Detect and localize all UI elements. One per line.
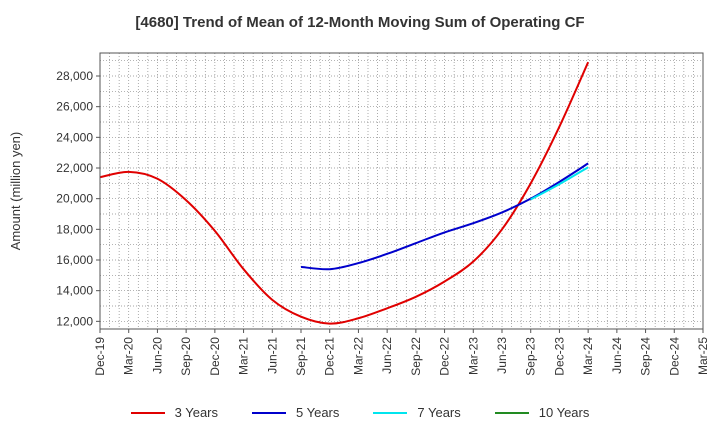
- y-tick-label: 24,000: [56, 130, 93, 144]
- series-layer: [99, 61, 590, 325]
- legend-item: 3 Years: [130, 405, 218, 420]
- legend: 3 Years 5 Years 7 Years 10 Years: [0, 405, 720, 420]
- x-tick-label: Jun-24: [610, 337, 624, 374]
- x-tick-label: Mar-24: [581, 337, 595, 375]
- x-tick-label: Sep-21: [294, 337, 308, 376]
- x-tick-label: Sep-24: [639, 337, 653, 376]
- legend-label: 3 Years: [174, 405, 218, 420]
- x-tick-label: Mar-23: [466, 337, 480, 375]
- y-tick-label: 22,000: [56, 161, 93, 175]
- x-tick-label: Jun-22: [380, 337, 394, 374]
- legend-label: 7 Years: [417, 405, 461, 420]
- chart-title: [4680] Trend of Mean of 12-Month Moving …: [135, 14, 585, 31]
- x-tick-label: Mar-20: [122, 337, 136, 375]
- legend-swatch: [494, 411, 529, 414]
- grid-layer: [100, 53, 703, 329]
- y-axis-title: Amount (million yen): [8, 132, 23, 251]
- x-tick-label: Mar-21: [237, 337, 251, 375]
- x-tick-label: Dec-22: [438, 337, 452, 376]
- legend-swatch: [130, 411, 165, 414]
- x-tick-label: Dec-23: [552, 337, 566, 376]
- y-tick-labels: 12,000 14,000 16,000 18,000 20,000 22,000 24,0…: [56, 69, 100, 328]
- legend-item: 10 Years: [494, 405, 590, 420]
- x-tick-label: Jun-20: [150, 337, 164, 374]
- x-tick-label: Dec-19: [93, 337, 107, 376]
- plot-frame: [99, 52, 704, 330]
- x-tick-label: Sep-22: [409, 337, 423, 376]
- y-tick-label: 28,000: [56, 69, 93, 83]
- x-tick-label: Dec-24: [667, 337, 681, 376]
- x-tick-label: Sep-20: [179, 337, 193, 376]
- legend-label: 5 Years: [296, 405, 340, 420]
- x-tick-label: Sep-23: [524, 337, 538, 376]
- x-tick-label: Dec-21: [323, 337, 337, 376]
- legend-item: 7 Years: [373, 405, 461, 420]
- x-tick-label: Mar-25: [696, 337, 710, 375]
- legend-swatch: [252, 411, 286, 414]
- x-tick-label: Mar-22: [351, 337, 365, 375]
- legend-swatch: [373, 411, 408, 414]
- y-tick-label: 12,000: [56, 314, 93, 328]
- series-line-3-years: [99, 61, 590, 325]
- legend-label: 10 Years: [538, 405, 590, 420]
- y-tick-label: 20,000: [56, 192, 93, 206]
- y-tick-label: 26,000: [56, 100, 93, 114]
- y-tick-label: 18,000: [56, 222, 93, 236]
- y-tick-label: 16,000: [56, 253, 93, 267]
- y-tick-label: 14,000: [56, 284, 93, 298]
- legend-item: 5 Years: [252, 405, 339, 420]
- x-tick-label: Jun-21: [265, 337, 279, 374]
- series-line-7-years: [530, 166, 589, 201]
- x-tick-labels: Dec-19 Mar-20 Jun-20 Sep-20 Dec-20 Mar-21 Jun-…: [93, 329, 710, 376]
- x-tick-label: Jun-23: [495, 337, 509, 374]
- x-tick-label: Dec-20: [208, 337, 222, 376]
